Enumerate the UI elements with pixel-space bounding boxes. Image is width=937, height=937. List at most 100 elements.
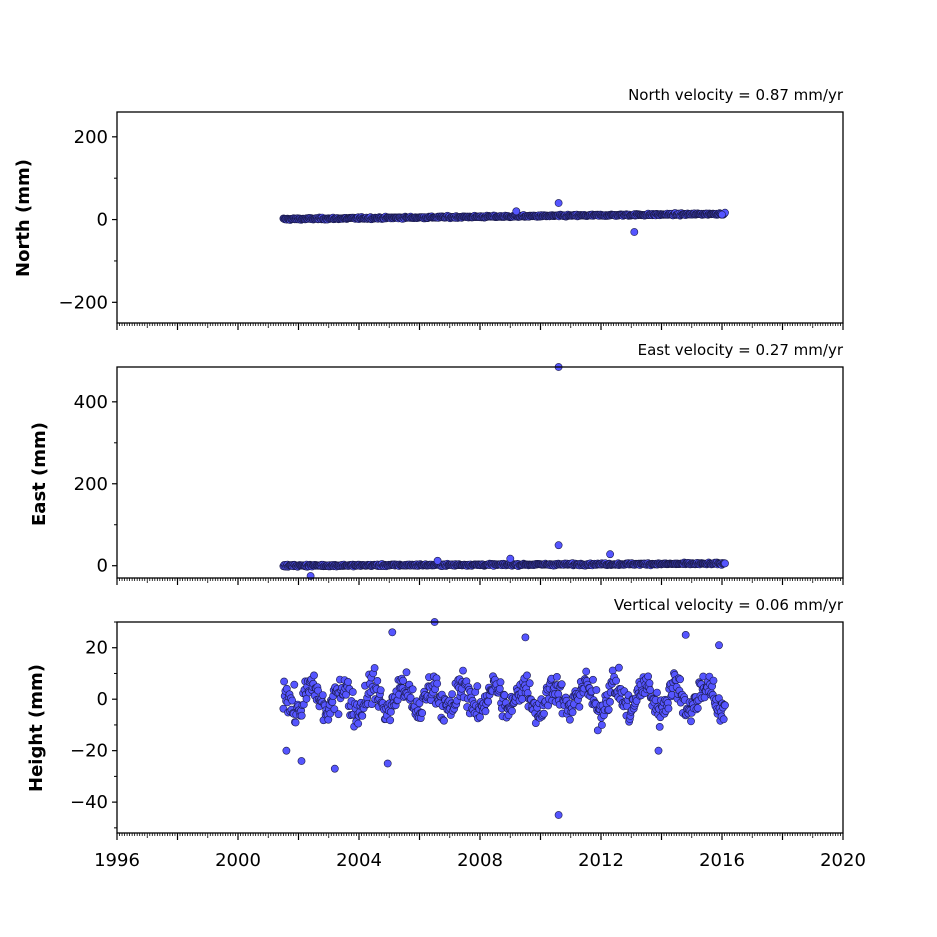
outlier-point [433, 556, 442, 565]
outlier-point [681, 631, 690, 639]
data-point [523, 671, 531, 680]
data-point [354, 719, 363, 728]
east-points [279, 363, 729, 580]
y-tick-label: −200 [59, 292, 108, 313]
data-point [644, 672, 652, 681]
north-velocity-title: North velocity = 0.87 mm/yr [628, 86, 844, 104]
outlier-point [718, 210, 726, 219]
height-x-ticks: 1996 2000 2004 2008 2012 2016 2020 [94, 833, 866, 871]
data-point [358, 712, 367, 720]
data-point [459, 666, 467, 675]
data-point [687, 717, 695, 726]
height-panel: Vertical velocity = 0.06 mm/yr Height (m… [26, 596, 866, 871]
east-plot-frame [116, 366, 844, 579]
data-point [598, 721, 606, 729]
east-x-ticks [116, 578, 844, 585]
east-axis-label: East (mm) [29, 422, 50, 526]
outlier-point [388, 628, 397, 637]
data-point [589, 675, 597, 684]
data-point [604, 705, 613, 714]
data-point [655, 723, 664, 731]
data-point [518, 695, 527, 703]
data-point [376, 686, 385, 695]
height-axis-label: Height (mm) [26, 664, 47, 792]
data-point [709, 676, 718, 685]
north-points [279, 199, 729, 236]
data-point [370, 664, 379, 672]
x-tick-label: 2004 [336, 850, 382, 871]
north-x-ticks [116, 323, 844, 330]
data-point [568, 708, 577, 717]
data-point [500, 691, 509, 700]
data-point [664, 704, 673, 713]
height-points [279, 618, 729, 819]
north-axis-label: North (mm) [13, 159, 34, 277]
data-point [653, 688, 661, 697]
data-point [318, 691, 327, 699]
data-point [290, 680, 299, 689]
data-point [386, 716, 395, 725]
y-tick-label: 20 [85, 638, 108, 659]
outlier-point [554, 199, 563, 207]
north-panel: North velocity = 0.87 mm/yr North (mm) −… [13, 86, 844, 330]
outlier-point [506, 554, 515, 563]
data-point [310, 671, 318, 680]
y-tick-label: 0 [97, 689, 108, 710]
outlier-point [606, 550, 614, 559]
height-plot-frame [116, 621, 844, 834]
data-point [553, 673, 561, 681]
outlier-point [383, 759, 392, 768]
y-tick-label: −20 [70, 741, 108, 762]
y-tick-label: 200 [74, 127, 108, 148]
data-point [481, 707, 490, 716]
north-plot-frame [116, 111, 844, 324]
data-point [554, 690, 563, 698]
data-point [606, 698, 614, 706]
outlier-point [554, 811, 563, 819]
data-point [645, 679, 654, 688]
y-tick-label: 400 [74, 392, 108, 413]
data-point [402, 668, 411, 677]
data-point [288, 696, 297, 705]
x-tick-label: 1996 [94, 850, 140, 871]
data-point [433, 679, 442, 688]
outlier-point [715, 641, 723, 650]
outlier-point [554, 541, 563, 550]
y-tick-label: 200 [74, 474, 108, 495]
east-y-ticks: 0 200 400 [74, 392, 117, 577]
y-tick-label: −40 [70, 792, 108, 813]
x-tick-label: 2000 [215, 850, 261, 871]
data-point [693, 704, 702, 712]
height-y-ticks: −40 −20 0 20 [70, 621, 117, 829]
north-y-ticks: −200 0 200 [59, 127, 117, 313]
y-tick-label: 0 [97, 556, 108, 577]
x-tick-label: 2016 [699, 850, 745, 871]
outlier-point [282, 746, 291, 755]
data-point [291, 718, 300, 727]
x-tick-label: 2020 [820, 850, 866, 871]
data-point [373, 677, 382, 685]
data-point [592, 686, 601, 694]
data-point [575, 703, 584, 711]
data-point [612, 676, 620, 685]
y-tick-label: 0 [97, 210, 108, 231]
data-point [348, 688, 357, 696]
data-point [314, 686, 322, 695]
outlier-point [297, 757, 306, 765]
east-panel: East velocity = 0.27 mm/yr East (mm) 0 20… [29, 341, 844, 585]
data-point [582, 667, 591, 676]
data-point [676, 675, 684, 684]
data-point [399, 676, 407, 685]
x-tick-label: 2012 [578, 850, 624, 871]
data-point [566, 715, 574, 724]
data-point [342, 690, 350, 699]
outlier-point [512, 207, 521, 216]
data-point [280, 677, 288, 686]
x-tick-label: 2008 [457, 850, 503, 871]
outlier-point [654, 746, 663, 755]
data-point [440, 716, 448, 725]
data-point [646, 686, 655, 694]
data-point [297, 711, 306, 720]
data-point [473, 682, 482, 691]
